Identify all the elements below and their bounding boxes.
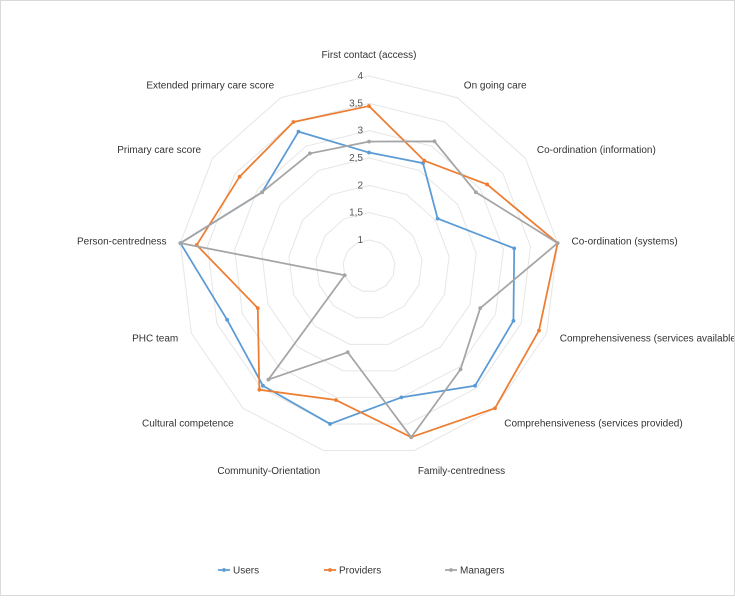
axis-label: Comprehensiveness (services available)	[560, 333, 734, 344]
data-point	[342, 273, 347, 278]
data-point	[555, 241, 560, 246]
data-point	[473, 190, 478, 195]
data-point	[367, 150, 371, 155]
grid-ring	[207, 102, 531, 425]
legend-item-managers: Managers	[445, 566, 504, 577]
data-point	[409, 435, 414, 440]
data-point	[473, 383, 477, 388]
data-point	[511, 318, 516, 323]
data-point	[260, 190, 265, 195]
grid-ring	[261, 157, 477, 372]
axis-label: PHC team	[132, 333, 178, 344]
axis-label: Comprehensiveness (services provided)	[504, 419, 682, 430]
data-point	[257, 387, 262, 392]
data-point	[537, 328, 541, 333]
data-point	[291, 120, 296, 124]
axis-label: Extended primary care score	[146, 80, 274, 91]
data-point	[237, 174, 242, 179]
data-point	[296, 129, 301, 134]
legend-label: Users	[233, 566, 259, 577]
data-point	[308, 151, 312, 156]
axis-label: First contact (access)	[321, 50, 416, 61]
data-point	[225, 317, 230, 322]
data-point	[478, 306, 483, 311]
legend: Users Providers Managers	[218, 566, 504, 577]
data-point	[255, 306, 260, 311]
series-managers	[178, 139, 560, 440]
data-point	[367, 104, 371, 108]
radial-tick-labels: 1 1,5 2 2,5 3 3,5 4	[349, 71, 363, 246]
legend-item-users: Users	[218, 566, 259, 577]
axis-labels: First contact (access) On going care Co-or…	[77, 50, 735, 477]
legend-marker	[449, 568, 453, 572]
data-point	[266, 377, 271, 382]
axis-label: Co-ordination (information)	[537, 145, 656, 156]
series-line	[179, 140, 559, 439]
tick-label: 4	[357, 71, 363, 82]
tick-label: 1,5	[349, 208, 363, 219]
data-point	[399, 395, 404, 400]
tick-label: 1	[357, 235, 363, 246]
data-point	[334, 398, 338, 402]
axis-label: Cultural competence	[142, 419, 234, 430]
data-point	[512, 246, 517, 251]
tick-label: 2	[357, 180, 363, 191]
legend-item-providers: Providers	[324, 566, 381, 577]
legend-marker	[222, 568, 226, 572]
series-line	[195, 105, 559, 439]
data-point	[458, 367, 463, 372]
data-point	[367, 139, 371, 144]
grid-ring	[234, 130, 504, 398]
grid-ring	[288, 184, 450, 345]
data-point	[345, 350, 350, 355]
data-point	[485, 182, 490, 187]
axis-label: On going care	[464, 80, 527, 91]
tick-label: 3,5	[349, 98, 363, 109]
axis-label: Primary care score	[117, 145, 201, 156]
data-point	[493, 406, 497, 411]
grid-ring	[179, 75, 559, 451]
axis-label: Co-ordination (systems)	[572, 236, 678, 247]
axis-label: Family-centredness	[418, 466, 505, 477]
tick-label: 2,5	[349, 153, 363, 164]
tick-label: 3	[357, 126, 363, 137]
series-layer	[178, 104, 560, 440]
data-point	[432, 139, 437, 144]
axis-label: Person-centredness	[77, 236, 167, 247]
axis-label: Community-Orientation	[217, 466, 320, 477]
data-point	[178, 241, 183, 246]
grid-ring	[315, 212, 423, 319]
legend-label: Providers	[339, 566, 381, 577]
data-point	[328, 422, 332, 426]
radar-grid	[179, 75, 559, 451]
data-point	[261, 383, 265, 388]
grid-ring	[342, 239, 396, 292]
legend-label: Managers	[460, 566, 504, 577]
data-point	[435, 216, 440, 221]
data-point	[422, 158, 427, 163]
legend-marker	[328, 568, 332, 572]
